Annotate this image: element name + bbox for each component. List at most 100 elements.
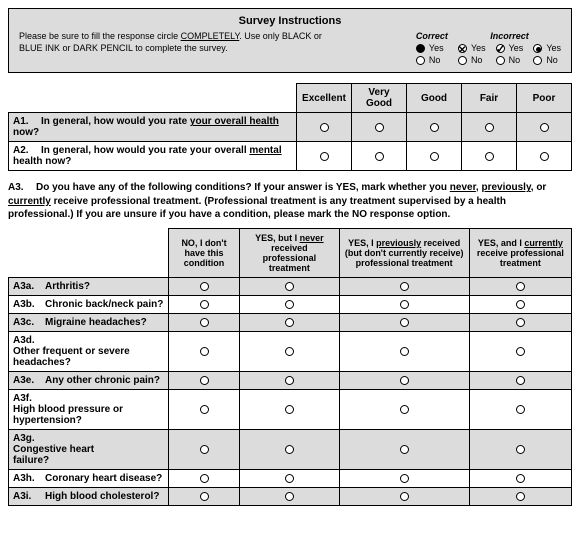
response-bubble-icon[interactable]: [400, 492, 409, 501]
bubble-cell[interactable]: [339, 313, 469, 331]
response-bubble-icon[interactable]: [540, 152, 549, 161]
response-bubble-icon[interactable]: [200, 300, 209, 309]
bubble-cell[interactable]: [469, 487, 571, 505]
response-bubble-icon[interactable]: [400, 474, 409, 483]
bubble-cell[interactable]: [297, 113, 352, 142]
bubble-cell[interactable]: [339, 469, 469, 487]
bubble-cell[interactable]: [352, 142, 407, 171]
yes-label: Yes: [471, 43, 486, 55]
response-bubble-icon[interactable]: [285, 445, 294, 454]
response-bubble-icon[interactable]: [200, 318, 209, 327]
bubble-cell[interactable]: [407, 113, 462, 142]
bubble-cell[interactable]: [169, 487, 240, 505]
response-bubble-icon[interactable]: [285, 318, 294, 327]
correct-column: Correct Yes No: [416, 31, 448, 66]
bubble-cell[interactable]: [240, 389, 340, 429]
response-bubble-icon[interactable]: [516, 492, 525, 501]
bubble-cell[interactable]: [339, 277, 469, 295]
bubble-cell[interactable]: [240, 331, 340, 371]
bubble-cell[interactable]: [469, 469, 571, 487]
response-bubble-icon[interactable]: [516, 445, 525, 454]
bubble-cell[interactable]: [469, 277, 571, 295]
bubble-cell[interactable]: [169, 331, 240, 371]
bubble-cell[interactable]: [240, 469, 340, 487]
bubble-cell[interactable]: [339, 331, 469, 371]
response-bubble-icon[interactable]: [285, 347, 294, 356]
response-bubble-icon[interactable]: [516, 318, 525, 327]
response-bubble-icon[interactable]: [200, 405, 209, 414]
response-bubble-icon[interactable]: [285, 474, 294, 483]
response-bubble-icon[interactable]: [516, 376, 525, 385]
response-bubble-icon[interactable]: [516, 347, 525, 356]
empty-bubble-icon: [458, 56, 467, 65]
response-bubble-icon[interactable]: [285, 376, 294, 385]
response-bubble-icon[interactable]: [400, 445, 409, 454]
response-bubble-icon[interactable]: [516, 282, 525, 291]
response-bubble-icon[interactable]: [320, 152, 329, 161]
table-row: A1.In general, how would you rate your o…: [9, 113, 572, 142]
bubble-cell[interactable]: [517, 142, 572, 171]
response-bubble-icon[interactable]: [200, 282, 209, 291]
bubble-cell[interactable]: [169, 277, 240, 295]
response-bubble-icon[interactable]: [540, 123, 549, 132]
bubble-cell[interactable]: [240, 487, 340, 505]
question-cell: A2.In general, how would you rate your o…: [9, 142, 297, 171]
response-bubble-icon[interactable]: [516, 474, 525, 483]
bubble-cell[interactable]: [169, 371, 240, 389]
response-bubble-icon[interactable]: [400, 318, 409, 327]
response-bubble-icon[interactable]: [516, 300, 525, 309]
response-bubble-icon[interactable]: [375, 152, 384, 161]
response-bubble-icon[interactable]: [400, 347, 409, 356]
bubble-cell[interactable]: [240, 429, 340, 469]
response-bubble-icon[interactable]: [485, 123, 494, 132]
bubble-cell[interactable]: [352, 113, 407, 142]
response-bubble-icon[interactable]: [400, 282, 409, 291]
response-bubble-icon[interactable]: [400, 376, 409, 385]
response-bubble-icon[interactable]: [375, 123, 384, 132]
bubble-cell[interactable]: [469, 371, 571, 389]
col-previously: YES, I previously received (but don't cu…: [339, 228, 469, 277]
bubble-cell[interactable]: [469, 331, 571, 371]
bubble-cell[interactable]: [169, 313, 240, 331]
response-bubble-icon[interactable]: [285, 405, 294, 414]
response-bubble-icon[interactable]: [430, 152, 439, 161]
response-bubble-icon[interactable]: [485, 152, 494, 161]
response-bubble-icon[interactable]: [400, 300, 409, 309]
response-bubble-icon[interactable]: [285, 282, 294, 291]
response-bubble-icon[interactable]: [430, 123, 439, 132]
bubble-cell[interactable]: [240, 313, 340, 331]
response-bubble-icon[interactable]: [200, 376, 209, 385]
bubble-cell[interactable]: [469, 389, 571, 429]
response-bubble-icon[interactable]: [285, 492, 294, 501]
bubble-cell[interactable]: [169, 295, 240, 313]
response-bubble-icon[interactable]: [200, 492, 209, 501]
bubble-cell[interactable]: [469, 295, 571, 313]
bubble-cell[interactable]: [339, 389, 469, 429]
response-bubble-icon[interactable]: [400, 405, 409, 414]
response-bubble-icon[interactable]: [200, 347, 209, 356]
no-label: No: [546, 55, 558, 67]
bubble-cell[interactable]: [240, 371, 340, 389]
response-bubble-icon[interactable]: [200, 474, 209, 483]
bubble-cell[interactable]: [462, 113, 517, 142]
response-bubble-icon[interactable]: [320, 123, 329, 132]
bubble-cell[interactable]: [339, 371, 469, 389]
bubble-cell[interactable]: [240, 295, 340, 313]
condition-cell: A3e.Any other chronic pain?: [9, 371, 169, 389]
bubble-cell[interactable]: [517, 113, 572, 142]
bubble-cell[interactable]: [339, 487, 469, 505]
bubble-cell[interactable]: [297, 142, 352, 171]
bubble-cell[interactable]: [169, 389, 240, 429]
bubble-cell[interactable]: [339, 295, 469, 313]
bubble-cell[interactable]: [407, 142, 462, 171]
bubble-cell[interactable]: [240, 277, 340, 295]
bubble-cell[interactable]: [339, 429, 469, 469]
response-bubble-icon[interactable]: [285, 300, 294, 309]
bubble-cell[interactable]: [469, 429, 571, 469]
bubble-cell[interactable]: [469, 313, 571, 331]
bubble-cell[interactable]: [169, 429, 240, 469]
bubble-cell[interactable]: [462, 142, 517, 171]
bubble-cell[interactable]: [169, 469, 240, 487]
response-bubble-icon[interactable]: [516, 405, 525, 414]
response-bubble-icon[interactable]: [200, 445, 209, 454]
